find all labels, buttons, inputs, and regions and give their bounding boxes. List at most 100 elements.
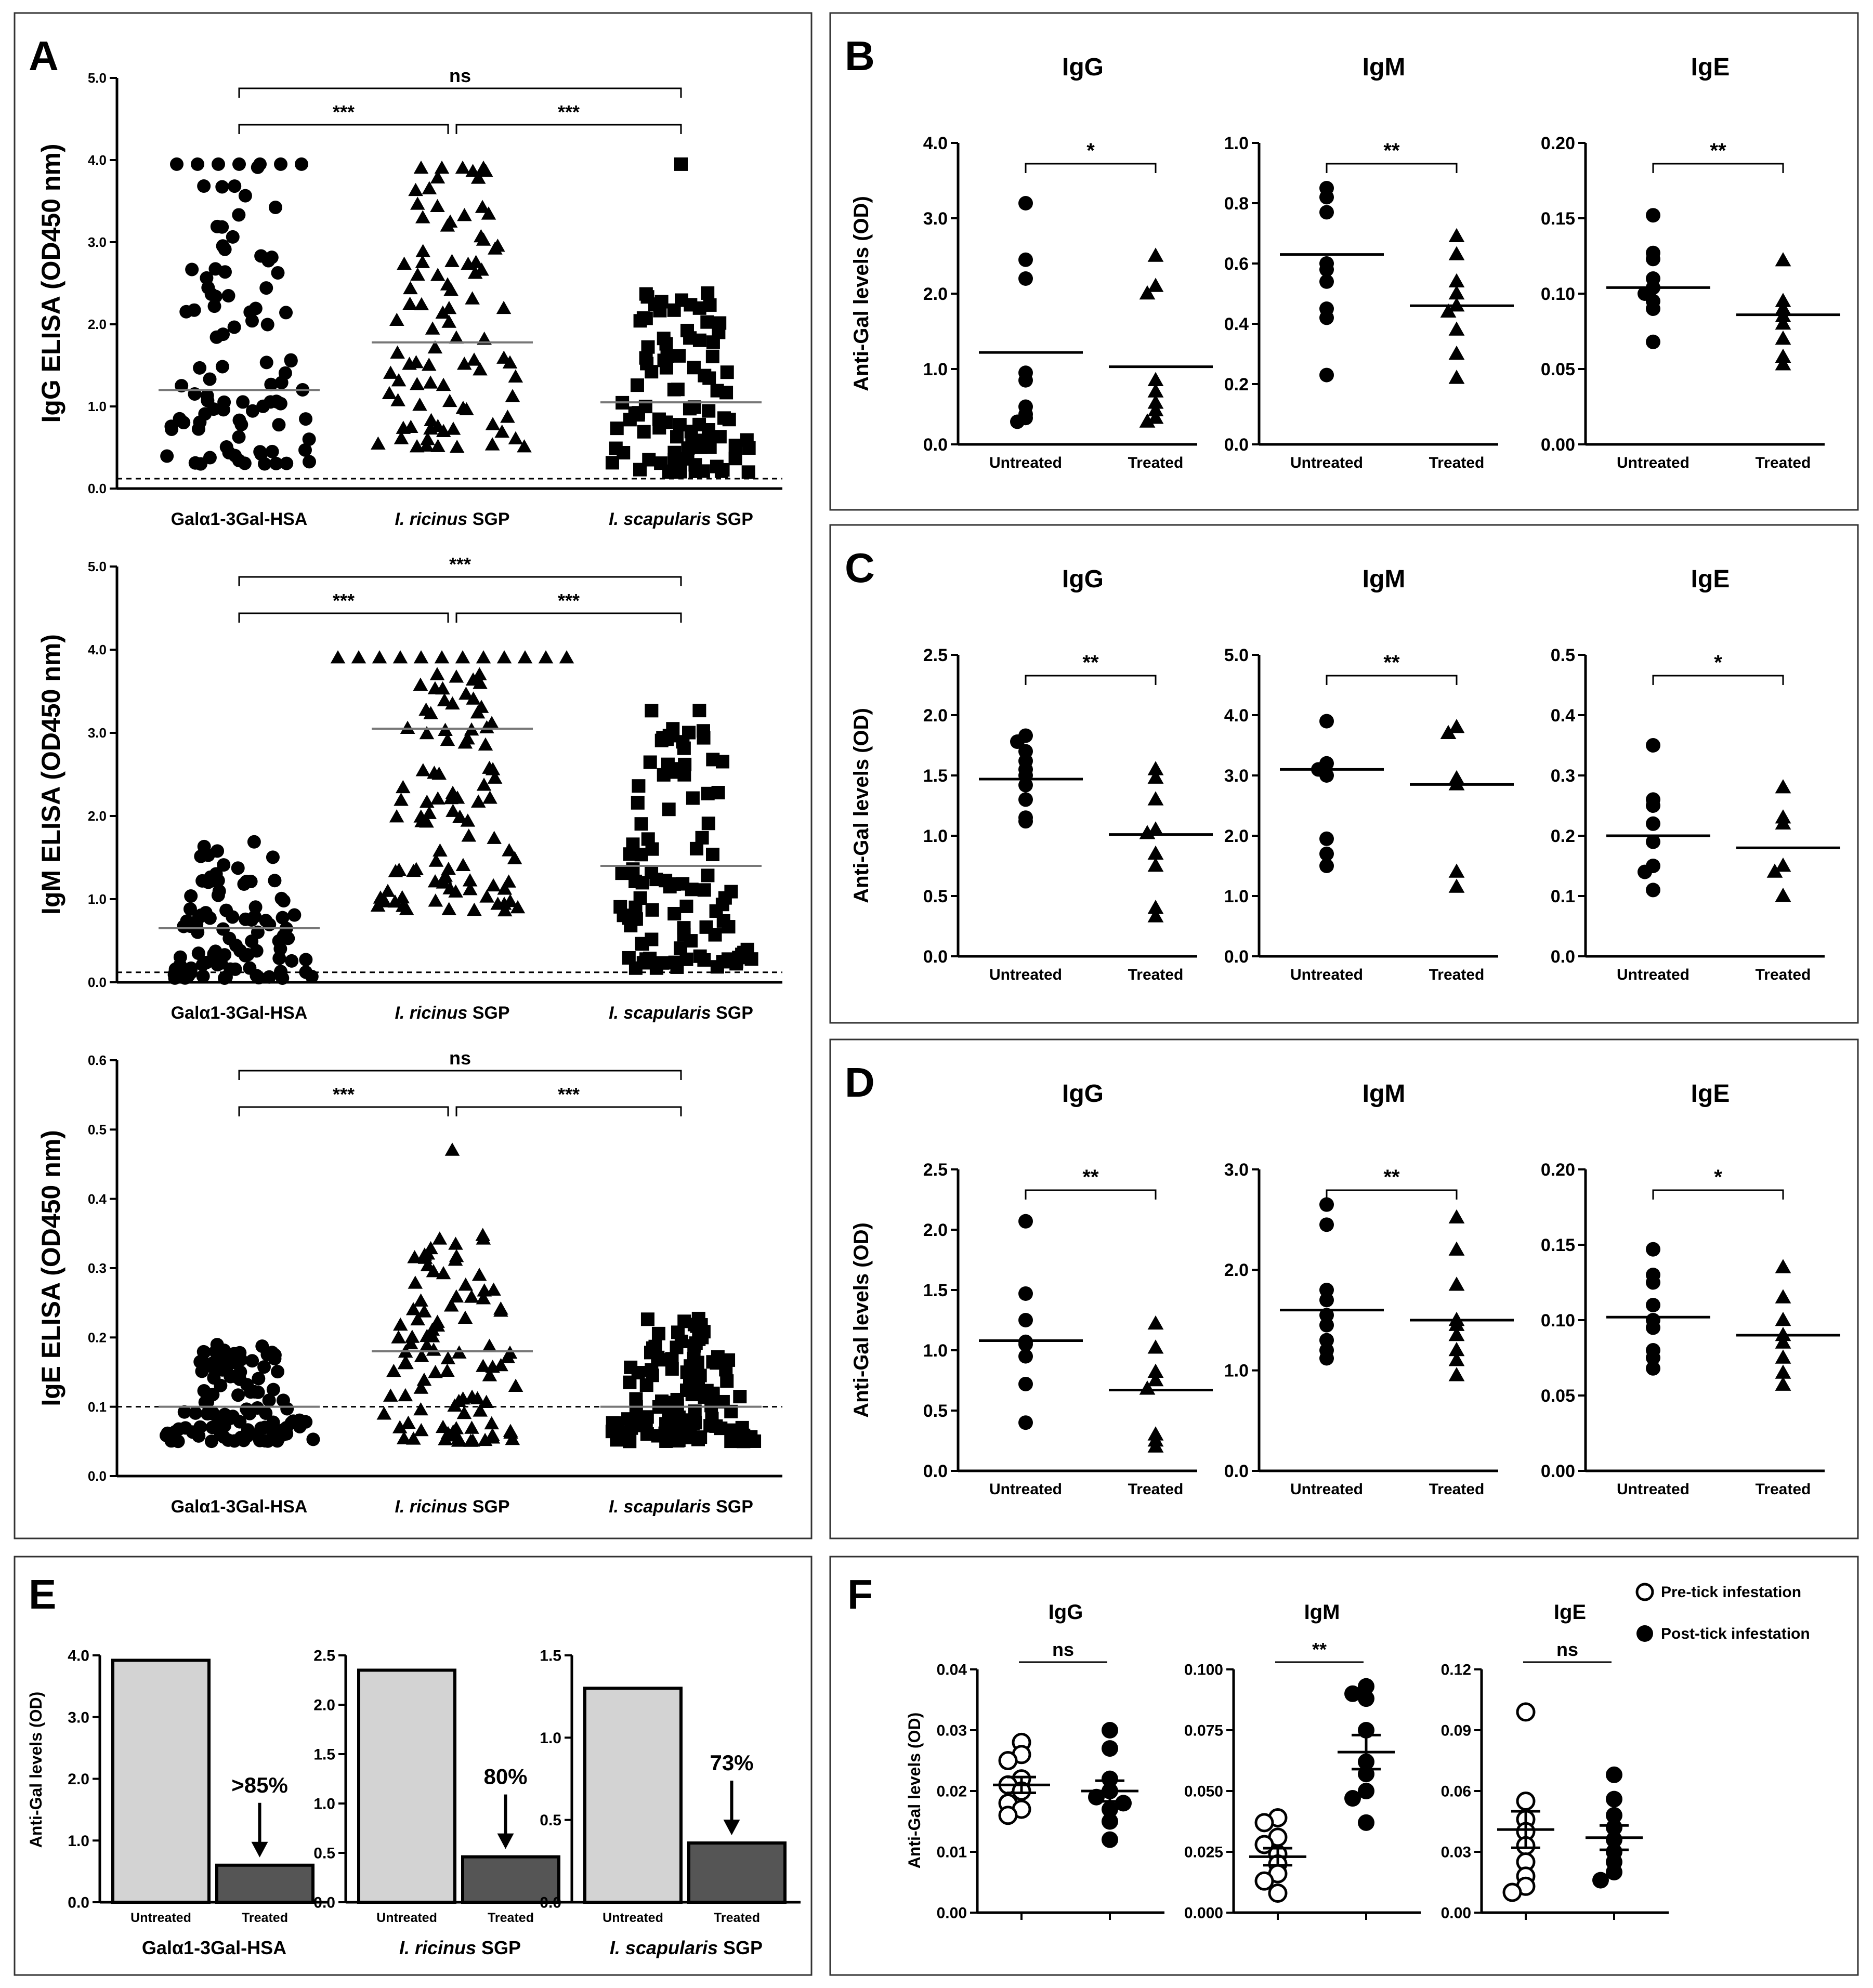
row0-sub1-y-tick-label: 0.0 [1224, 435, 1249, 455]
significance-bracket [455, 1106, 682, 1116]
data-point [413, 1402, 428, 1416]
significance-bracket [1326, 675, 1458, 685]
legend-label-pre: Pre-tick infestation [1661, 1584, 1801, 1601]
panel-a-plot2-y-tick-label: 0.6 [88, 1052, 107, 1068]
data-point [394, 431, 409, 444]
data-point [209, 330, 224, 344]
data-point [671, 453, 685, 467]
panel-e-sub1-y-tick-label: 0.0 [313, 1894, 335, 1912]
data-point [200, 271, 214, 285]
row1-sub2-y-tick-label: 0.4 [1551, 706, 1575, 726]
data-point [441, 314, 457, 328]
row1-sub1-y-tick-label: 2.0 [1224, 826, 1249, 846]
panel-f-sub1-y-tick-label: 0.025 [1184, 1844, 1223, 1861]
row1-sub1-y-tick-label: 5.0 [1224, 646, 1249, 665]
data-point [1775, 293, 1791, 307]
data-point [232, 430, 246, 444]
row0-sub2-y-tick-label: 0.05 [1541, 360, 1575, 379]
data-point [479, 889, 494, 903]
significance-label: *** [558, 101, 580, 123]
data-point [232, 208, 246, 222]
data-point [1646, 883, 1660, 898]
data-point [709, 1419, 723, 1433]
data-point [645, 903, 659, 917]
data-point [473, 676, 488, 689]
row0-sub1-y-tick-label: 1.0 [1224, 134, 1249, 153]
data-point [420, 432, 435, 445]
reduction-label: 80% [483, 1765, 527, 1789]
data-point [1448, 1241, 1465, 1256]
data-point [629, 1392, 643, 1406]
data-point [233, 1415, 247, 1429]
data-point [215, 360, 229, 374]
data-point [429, 667, 445, 680]
data-point [702, 404, 716, 418]
data-point [690, 1319, 704, 1333]
data-point [693, 1368, 707, 1383]
data-point [278, 1423, 292, 1437]
data-point [274, 376, 289, 390]
data-point [720, 1374, 734, 1388]
data-point [695, 831, 709, 845]
data-point [1018, 196, 1033, 210]
data-point [427, 681, 443, 694]
data-point [1775, 815, 1791, 830]
data-point [479, 1394, 494, 1408]
bar-treated [687, 1841, 787, 1904]
data-point [414, 1349, 429, 1362]
panel-e-frame [14, 1556, 813, 1976]
data-point [1448, 1276, 1465, 1291]
data-point [243, 961, 257, 975]
data-point [634, 817, 648, 831]
data-point [212, 157, 225, 171]
data-point [1448, 321, 1465, 336]
data-point [1018, 1376, 1033, 1391]
data-point [680, 323, 695, 337]
data-point [1775, 1364, 1791, 1379]
data-point [415, 763, 431, 776]
data-point [998, 1806, 1018, 1825]
data-point [1646, 798, 1660, 813]
panel-f-sub0-title: IgG [1049, 1601, 1083, 1624]
data-point [449, 669, 464, 683]
row1-sub1-title: IgM [1363, 565, 1406, 593]
data-point [649, 961, 663, 975]
data-point [399, 1355, 414, 1370]
panel-e-letter: E [29, 1571, 56, 1617]
significance-label: ns [1556, 1639, 1578, 1660]
significance-label: *** [333, 590, 355, 611]
data-point [699, 920, 713, 934]
data-point [443, 1298, 459, 1312]
data-point [299, 412, 313, 426]
data-point [1102, 1740, 1118, 1757]
significance-bracket [455, 612, 682, 623]
data-point [1147, 857, 1164, 872]
data-point [413, 1380, 429, 1394]
data-point [632, 779, 646, 793]
data-point [733, 1390, 747, 1404]
row1-sub0-y-tick-label: 2.5 [923, 646, 948, 665]
data-point [622, 951, 636, 965]
data-point [464, 1420, 479, 1434]
bar-untreated [111, 1658, 211, 1904]
panel-f-sub0-y-tick-label: 0.02 [937, 1783, 967, 1800]
data-point [197, 179, 211, 193]
data-point [1147, 821, 1164, 836]
data-point [1147, 1438, 1164, 1453]
reduction-label: >85% [231, 1773, 288, 1797]
data-point [303, 455, 317, 469]
data-point [1147, 845, 1164, 860]
data-point [1147, 1372, 1164, 1387]
row2-sub2-y-tick-label: 0.00 [1541, 1462, 1575, 1481]
panel-f-sub1-y-tick-label: 0.000 [1184, 1905, 1223, 1922]
panel-a-plot0-y-tick-label: 4.0 [88, 152, 107, 168]
data-point [184, 966, 198, 980]
category-label-0: Galα1-3Gal-HSA [171, 1003, 308, 1023]
data-point [477, 1432, 493, 1446]
data-point [1358, 1690, 1374, 1707]
data-point [272, 951, 286, 965]
panel-f-letter: F [847, 1571, 873, 1617]
data-point [418, 702, 434, 716]
category-label-0: Galα1-3Gal-HSA [171, 509, 308, 529]
data-point [268, 1352, 282, 1366]
